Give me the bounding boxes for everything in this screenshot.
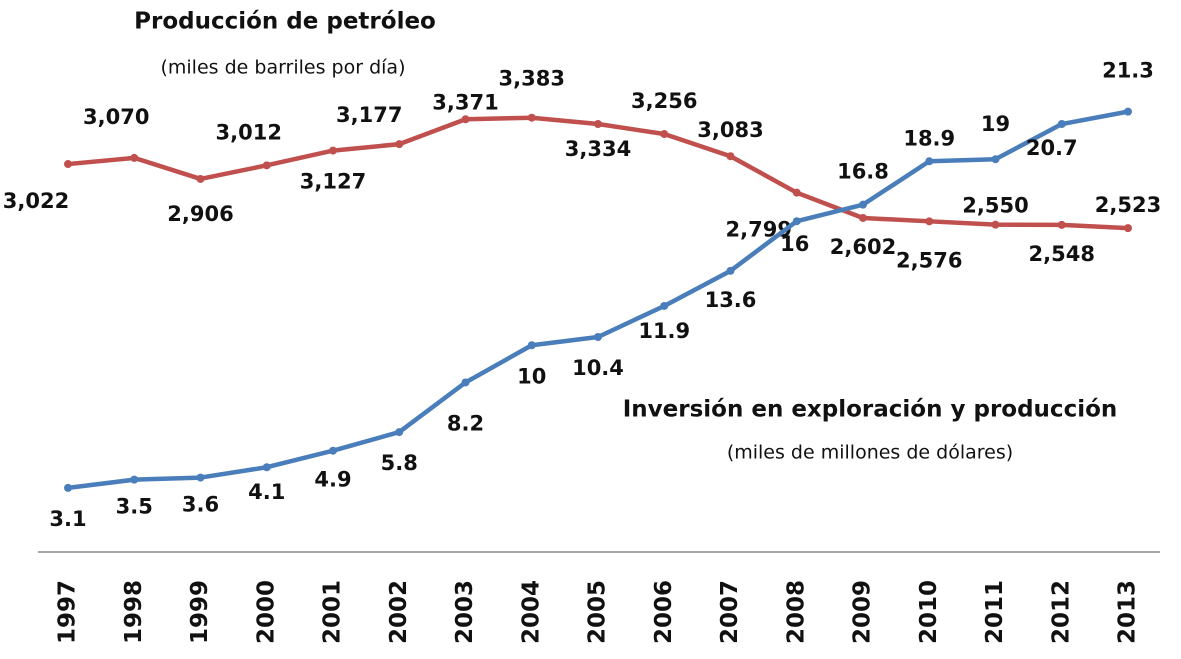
series-unit: (miles de barriles por día) [160, 57, 405, 79]
point [461, 378, 470, 387]
point [527, 113, 536, 122]
point [1057, 120, 1066, 129]
point [1057, 220, 1066, 229]
data-label: 3,127 [300, 170, 366, 194]
data-label: 18.9 [903, 126, 955, 150]
point [329, 446, 337, 455]
point [1124, 224, 1132, 233]
point [859, 200, 867, 209]
data-label: 3.5 [116, 495, 153, 519]
data-label: 2,523 [1095, 193, 1161, 217]
data-label: 3,083 [697, 118, 763, 142]
point [594, 120, 602, 129]
point [196, 174, 205, 183]
data-label: 2,799 [726, 218, 792, 242]
point [262, 161, 271, 170]
data-label: 3,371 [432, 90, 498, 114]
x-tick-label: 2007 [717, 580, 743, 644]
x-tick-label: 2009 [850, 580, 876, 644]
x-tick-label: 2012 [1048, 580, 1074, 644]
point [527, 341, 536, 350]
data-label: 2,906 [167, 202, 233, 226]
data-label: 2,550 [962, 194, 1028, 218]
x-tick-label: 2011 [982, 580, 1008, 644]
data-label: 10.4 [572, 356, 624, 380]
point [726, 266, 735, 275]
data-label: 3,022 [3, 189, 69, 213]
data-label: 16 [780, 232, 809, 256]
point [925, 157, 934, 166]
point [130, 153, 139, 162]
x-tick-label: 2004 [518, 580, 544, 644]
x-tick-label: 2001 [320, 580, 346, 644]
x-tick-label: 2003 [452, 580, 478, 644]
point [64, 160, 72, 169]
x-tick-label: 1997 [55, 580, 81, 644]
point [1124, 107, 1132, 116]
x-tick-label: 1999 [187, 580, 213, 644]
point [395, 428, 404, 437]
series-line [67, 109, 1129, 491]
data-label: 3,256 [631, 89, 697, 113]
x-tick-label: 2002 [386, 580, 412, 644]
x-tick-label: 1998 [121, 580, 147, 644]
data-label: 16.8 [837, 160, 889, 184]
point [991, 220, 1000, 229]
data-label: 8.2 [447, 411, 484, 435]
data-label: 3.6 [182, 493, 219, 517]
point [792, 188, 801, 197]
data-label: 2,548 [1029, 242, 1095, 266]
data-label: 3,012 [216, 120, 282, 144]
data-label: 4.1 [248, 480, 285, 504]
point [64, 483, 72, 492]
point [130, 475, 139, 484]
series-title: Inversión en exploración y producción [623, 397, 1118, 423]
x-tick-label: 2005 [585, 580, 611, 644]
data-label: 2,602 [830, 235, 896, 259]
point [262, 463, 271, 472]
series-unit: (miles de millones de dólares) [727, 442, 1013, 464]
data-label: 3,070 [83, 105, 149, 129]
point [792, 217, 801, 226]
point [660, 130, 669, 139]
data-label: 20.7 [1026, 136, 1078, 160]
data-label: 4.9 [314, 468, 351, 492]
data-label: 3,334 [565, 137, 631, 161]
data-label: 13.6 [705, 288, 757, 312]
point [594, 332, 602, 341]
data-label: 10 [517, 364, 546, 388]
point [925, 217, 934, 226]
data-label: 5.8 [381, 451, 418, 475]
series-title: Producción de petróleo [134, 9, 436, 35]
point [395, 140, 404, 149]
point [859, 213, 867, 222]
data-label: 3.1 [49, 507, 86, 531]
point [461, 115, 470, 124]
point [660, 301, 669, 310]
point [726, 152, 735, 161]
data-label: 19 [981, 112, 1010, 136]
data-label: 3,177 [336, 103, 402, 127]
x-tick-label: 2006 [651, 580, 677, 644]
data-label: 11.9 [638, 319, 690, 343]
point [991, 155, 1000, 164]
x-tick-label: 2000 [253, 580, 279, 644]
data-label: 3,383 [499, 67, 565, 91]
x-tick-label: 2010 [916, 580, 942, 644]
point [196, 473, 205, 482]
x-tick-label: 2013 [1115, 580, 1141, 644]
point [329, 146, 337, 155]
x-tick-label: 2008 [783, 580, 809, 644]
data-label: 2,576 [896, 248, 962, 272]
data-label: 21.3 [1102, 59, 1154, 83]
